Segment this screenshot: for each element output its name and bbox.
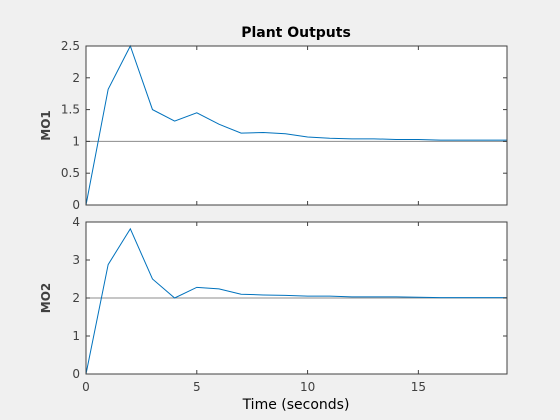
axes-box [85,45,508,206]
y-tick-label: 0 [72,198,80,212]
y-tick-label: 3 [72,253,80,267]
subplot-mo2: 0 1 2 3 4 0 5 10 15 MO2 [39,215,508,394]
series-line-mo1 [85,44,507,206]
x-tick-label: 10 [300,380,315,394]
x-tick-label: 0 [82,380,90,394]
y-tick-label: 0 [72,367,80,381]
y-tick-label: 0.5 [61,166,80,180]
x-tick-label: 15 [411,380,426,394]
y-tick-label: 2 [72,291,80,305]
y-tick-label: 4 [72,215,80,229]
y-tick-label: 1.5 [61,103,80,117]
y-tick-label: 2.5 [61,39,80,53]
axes-background [86,46,507,205]
subplot-mo1: 0 0.5 1 1.5 2 2.5 MO1 [39,39,508,212]
y-axis-label: MO2 [39,283,53,314]
chart-title: Plant Outputs [241,25,351,41]
series-line-mo2 [85,227,507,375]
y-tick-label: 2 [72,71,80,85]
y-axis-label: MO1 [39,110,53,141]
y-tick-label: 1 [72,329,80,343]
x-axis-label: Time (seconds) [242,397,350,413]
y-tick-label: 1 [72,134,80,148]
x-tick-label: 5 [193,380,201,394]
